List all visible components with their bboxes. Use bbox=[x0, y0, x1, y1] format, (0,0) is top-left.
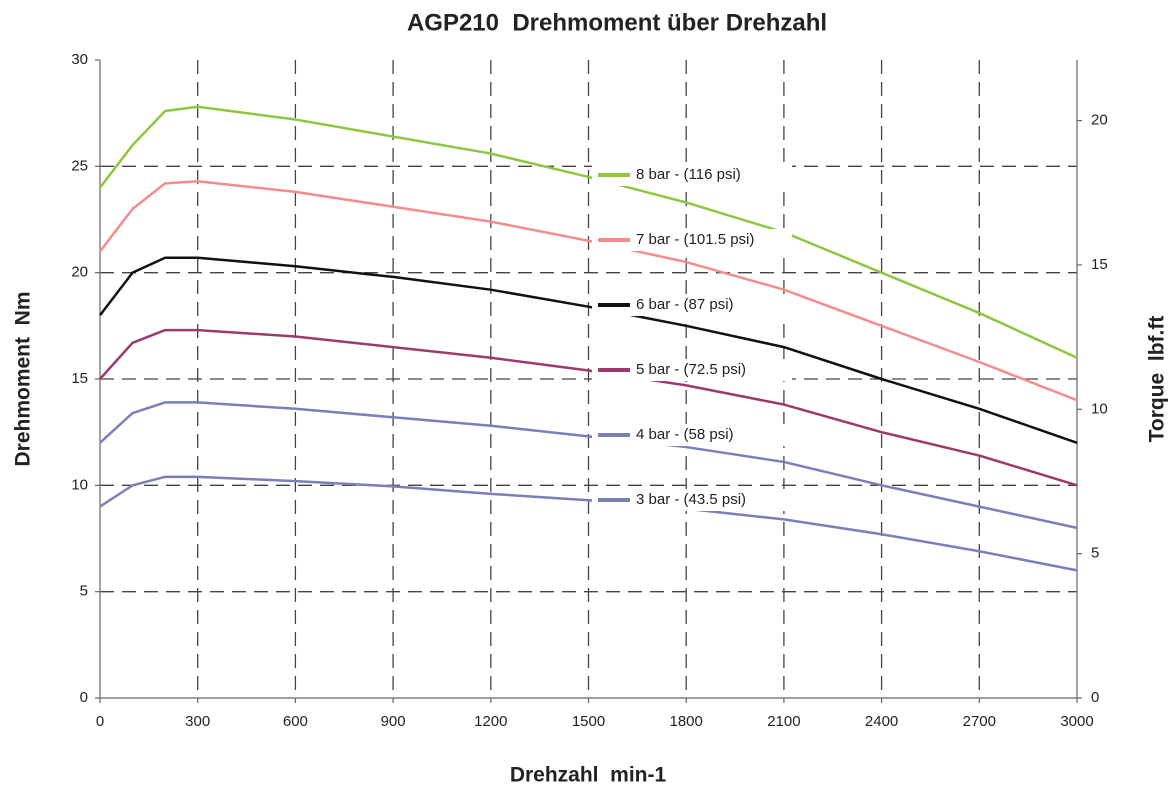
x-tick-label: 2100 bbox=[767, 713, 800, 730]
y-tick-label: 15 bbox=[71, 370, 88, 387]
x-tick-label: 3000 bbox=[1060, 713, 1093, 730]
series-line bbox=[99, 328, 1078, 487]
series-line bbox=[99, 475, 1078, 572]
series-line bbox=[99, 256, 1078, 444]
y2-tick-label: 10 bbox=[1091, 400, 1108, 417]
legend-label: 6 bar - (87 psi) bbox=[636, 296, 734, 313]
y-tick-label: 0 bbox=[80, 689, 88, 706]
legend-label: 8 bar - (116 psi) bbox=[636, 166, 741, 183]
x-tick-label: 2700 bbox=[963, 713, 996, 730]
y-tick-label: 25 bbox=[71, 157, 88, 174]
x-tick-label: 300 bbox=[185, 713, 210, 730]
x-tick-label: 2400 bbox=[865, 713, 898, 730]
y-tick-label: 5 bbox=[80, 583, 88, 600]
y2-tick-label: 5 bbox=[1091, 545, 1099, 562]
x-axis-title: Drehzahl min-1 bbox=[510, 764, 667, 787]
legend-bg bbox=[592, 489, 792, 511]
y-tick-label: 20 bbox=[71, 264, 88, 281]
y-tick-label: 10 bbox=[71, 476, 88, 493]
x-tick-label: 900 bbox=[381, 713, 406, 730]
legend-bg bbox=[592, 359, 792, 381]
legend-bg bbox=[592, 424, 792, 446]
x-tick-label: 1200 bbox=[474, 713, 507, 730]
legend-label: 5 bar - (72.5 psi) bbox=[636, 361, 746, 378]
y2-tick-label: 0 bbox=[1091, 689, 1099, 706]
x-tick-label: 1800 bbox=[670, 713, 703, 730]
series-line bbox=[99, 401, 1078, 530]
chart-title: AGP210 Drehmoment über Drehzahl bbox=[407, 9, 827, 36]
y2-tick-label: 15 bbox=[1091, 256, 1108, 273]
legend-bg bbox=[592, 164, 792, 186]
legend-label: 7 bar - (101.5 psi) bbox=[636, 231, 754, 248]
legend-label: 3 bar - (43.5 psi) bbox=[636, 491, 746, 508]
y-axis-title: Drehmoment Nm bbox=[12, 291, 35, 466]
y-tick-label: 30 bbox=[71, 51, 88, 68]
legend-label: 4 bar - (58 psi) bbox=[636, 426, 734, 443]
x-tick-label: 600 bbox=[283, 713, 308, 730]
y2-tick-label: 20 bbox=[1091, 112, 1108, 129]
x-tick-label: 0 bbox=[96, 713, 104, 730]
series-line bbox=[99, 105, 1078, 359]
legend-bg bbox=[592, 294, 792, 316]
legend-bg bbox=[592, 229, 792, 251]
y2-axis-title: Torque lbf.ft bbox=[1146, 316, 1169, 443]
series-line bbox=[99, 179, 1078, 402]
x-tick-label: 1500 bbox=[572, 713, 605, 730]
